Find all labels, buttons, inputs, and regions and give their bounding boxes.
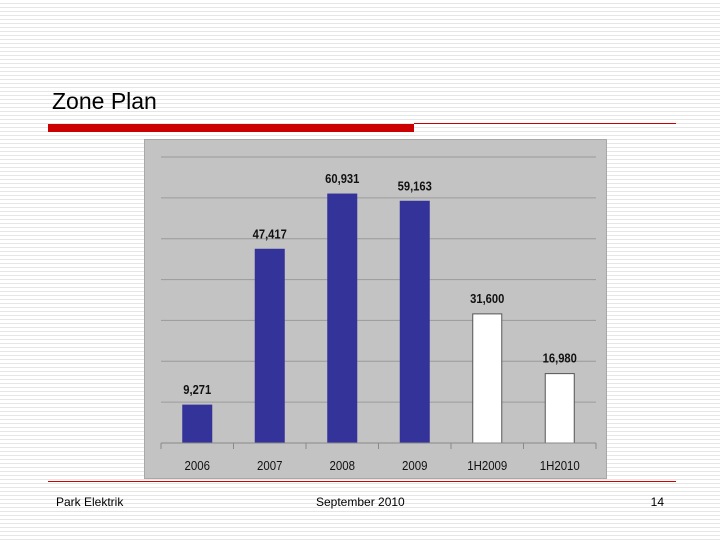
chart-x-axis xyxy=(160,442,597,449)
footer-date: September 2010 xyxy=(316,495,405,509)
x-tick-label: 2008 xyxy=(330,458,356,473)
bar-value-label: 16,980 xyxy=(543,351,577,366)
bar-value-label: 60,931 xyxy=(325,171,359,186)
chart-value-labels: 9,271 47,417 60,931 59,163 31,600 16,980 xyxy=(183,171,577,397)
bar-actual xyxy=(327,193,358,444)
bar-projected xyxy=(544,373,575,444)
x-tick-label: 1H2009 xyxy=(467,458,507,473)
bar-projected xyxy=(472,313,503,444)
bar-actual xyxy=(399,200,430,444)
x-tick-label: 2009 xyxy=(402,458,428,473)
footer-company: Park Elektrik xyxy=(56,495,124,509)
chart-gridlines xyxy=(161,156,596,403)
bar-value-label: 47,417 xyxy=(253,226,287,241)
chart-x-tick-labels: 2006 2007 2008 2009 1H2009 1H2010 xyxy=(185,458,580,473)
bar-value-label: 59,163 xyxy=(398,178,432,193)
x-tick-label: 1H2010 xyxy=(540,458,580,473)
slide-title: Zone Plan xyxy=(52,88,157,114)
bar-value-label: 9,271 xyxy=(183,382,211,397)
footer-rule xyxy=(48,481,676,482)
bar-actual xyxy=(254,248,285,444)
x-tick-label: 2006 xyxy=(185,458,211,473)
bar-chart: 9,271 47,417 60,931 59,163 31,600 16,980 2006… xyxy=(160,156,597,473)
title-underline-thick xyxy=(48,124,414,132)
bar-actual xyxy=(182,404,213,444)
bar-value-label: 31,600 xyxy=(470,291,504,306)
chart-bars xyxy=(182,193,575,444)
page-number: 14 xyxy=(650,495,664,509)
x-tick-label: 2007 xyxy=(257,458,283,473)
chart-panel: 9,271 47,417 60,931 59,163 31,600 16,980 2006… xyxy=(144,139,607,479)
title-underline-thin xyxy=(414,123,676,124)
